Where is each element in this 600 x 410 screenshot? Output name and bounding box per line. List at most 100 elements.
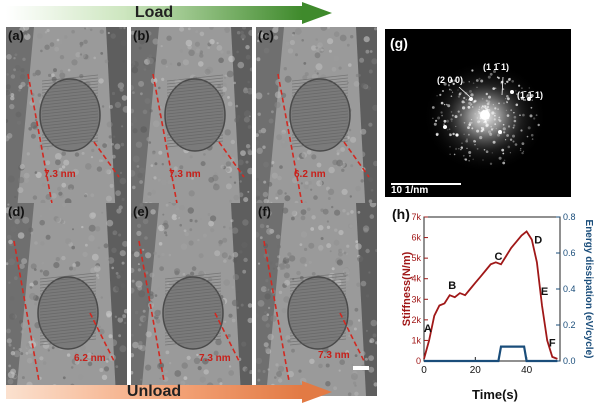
diffraction-spot: [498, 130, 502, 134]
lattice-fringe: [41, 116, 99, 124]
lattice-fringe: [289, 272, 347, 280]
lattice-fringe: [41, 137, 99, 145]
lattice-fringe: [291, 140, 349, 148]
panel-label: (f): [258, 204, 271, 219]
lattice-fringe: [41, 122, 99, 130]
lattice-fringe: [41, 128, 99, 136]
lattice-fringe: [289, 305, 347, 313]
y-right-tick-label: 0.6: [563, 248, 576, 258]
measure-line-left: [27, 73, 54, 210]
lattice-fringe: [166, 140, 224, 148]
lattice-fringe: [291, 131, 349, 139]
lattice-fringe: [164, 314, 222, 322]
panel-label: (h): [392, 206, 410, 222]
lattice-fringe: [39, 326, 97, 334]
lattice-fringe: [164, 287, 222, 295]
fft-scale-label: 10 1/nm: [391, 185, 429, 196]
lattice-fringe: [166, 110, 224, 118]
lattice-fringe: [39, 335, 97, 343]
tem-image: [256, 27, 377, 220]
lattice-fringe: [289, 287, 347, 295]
unload-arrow-shaft: [6, 385, 302, 399]
load-arrow: Load: [6, 2, 332, 24]
lattice-fringe: [289, 323, 347, 331]
lattice-fringe: [289, 290, 347, 298]
lattice-fringe: [291, 128, 349, 136]
lattice-fringe: [166, 134, 224, 142]
lattice-fringe: [166, 80, 224, 88]
panel-label: (g): [390, 35, 408, 51]
edge-band: [106, 27, 127, 220]
lattice-fringe: [39, 281, 97, 289]
edge-band: [356, 27, 377, 220]
lattice-fringe: [289, 284, 347, 292]
measure-line-right: [343, 141, 370, 178]
lattice-fringe: [41, 92, 99, 100]
measure-line-left: [277, 73, 304, 210]
lattice-fringe: [39, 317, 97, 325]
lattice-fringe: [164, 329, 222, 337]
lattice-fringe: [164, 290, 222, 298]
lattice-fringe: [291, 119, 349, 127]
fft-panel: (g) (2 0 0) (1 1̄ 1) (1̄ 1̄ 1) 10 1/nm: [385, 29, 571, 197]
left-axis-label: Stiffness(N/m): [401, 251, 413, 326]
y-right-tick-label: 0.8: [563, 212, 576, 222]
spot-label-200: (2 0 0): [437, 75, 464, 85]
lattice-fringe: [41, 104, 99, 112]
lattice-fringe: [291, 116, 349, 124]
lattice-fringe: [164, 296, 222, 304]
lattice-fringe: [39, 278, 97, 286]
lattice-fringe: [289, 338, 347, 346]
load-label: Load: [134, 4, 174, 21]
edge-band: [231, 203, 252, 396]
stiffness-chart: (h) Time(s) Stiffness(N/m) Energy dissip…: [390, 203, 600, 405]
lattice-fringe: [291, 92, 349, 100]
y-right-tick-label: 0.2: [563, 320, 576, 330]
edge-band: [256, 203, 284, 396]
lattice-fringe: [39, 320, 97, 328]
lattice-fringe: [166, 131, 224, 139]
lattice-fringe: [164, 311, 222, 319]
y-left-tick-label: 4k: [411, 274, 421, 284]
lattice-fringe: [164, 272, 222, 280]
lattice-fringe: [39, 290, 97, 298]
measurement-label: 7.3 nm: [44, 169, 76, 180]
lattice-fringe: [291, 77, 349, 85]
lattice-fringe: [164, 335, 222, 343]
diffraction-spot: [527, 97, 531, 101]
lattice-fringe: [164, 320, 222, 328]
lattice-fringe: [289, 275, 347, 283]
lattice-fringe: [39, 338, 97, 346]
lattice-fringe: [291, 122, 349, 130]
lattice-fringe: [39, 332, 97, 340]
tem-panel-c: (c) 6.2 nm: [256, 27, 377, 220]
lattice-fringe: [291, 83, 349, 91]
lattice-fringe: [291, 80, 349, 88]
lattice-fringe: [289, 281, 347, 289]
panel-label: (d): [8, 204, 25, 219]
lattice-fringe: [291, 74, 349, 82]
lattice-fringe: [166, 113, 224, 121]
point-annotation: D: [534, 235, 542, 247]
lattice-fringe: [291, 95, 349, 103]
lattice-fringe: [39, 308, 97, 316]
lattice-fringe: [166, 92, 224, 100]
lattice-fringe: [291, 86, 349, 94]
spot-label-1bar-1bar-1: (1̄ 1̄ 1): [517, 90, 544, 100]
lattice-fringe: [166, 104, 224, 112]
lattice-fringe: [291, 134, 349, 142]
tem-panel-d: (d) 6.2 nm: [6, 203, 127, 396]
load-arrow-head: [302, 2, 332, 24]
measurement-label: 7.3 nm: [318, 350, 350, 361]
lattice-fringe: [39, 299, 97, 307]
measurement-label: 7.3 nm: [169, 169, 201, 180]
lattice-fringe: [41, 77, 99, 85]
lattice-fringe: [166, 101, 224, 109]
lattice-fringe: [41, 89, 99, 97]
diffraction-spot: [455, 133, 459, 137]
lattice-fringe: [164, 323, 222, 331]
lattice-fringe: [166, 98, 224, 106]
lattice-fringe: [289, 326, 347, 334]
edge-band: [131, 27, 159, 220]
unload-arrow: Unload: [6, 381, 332, 403]
